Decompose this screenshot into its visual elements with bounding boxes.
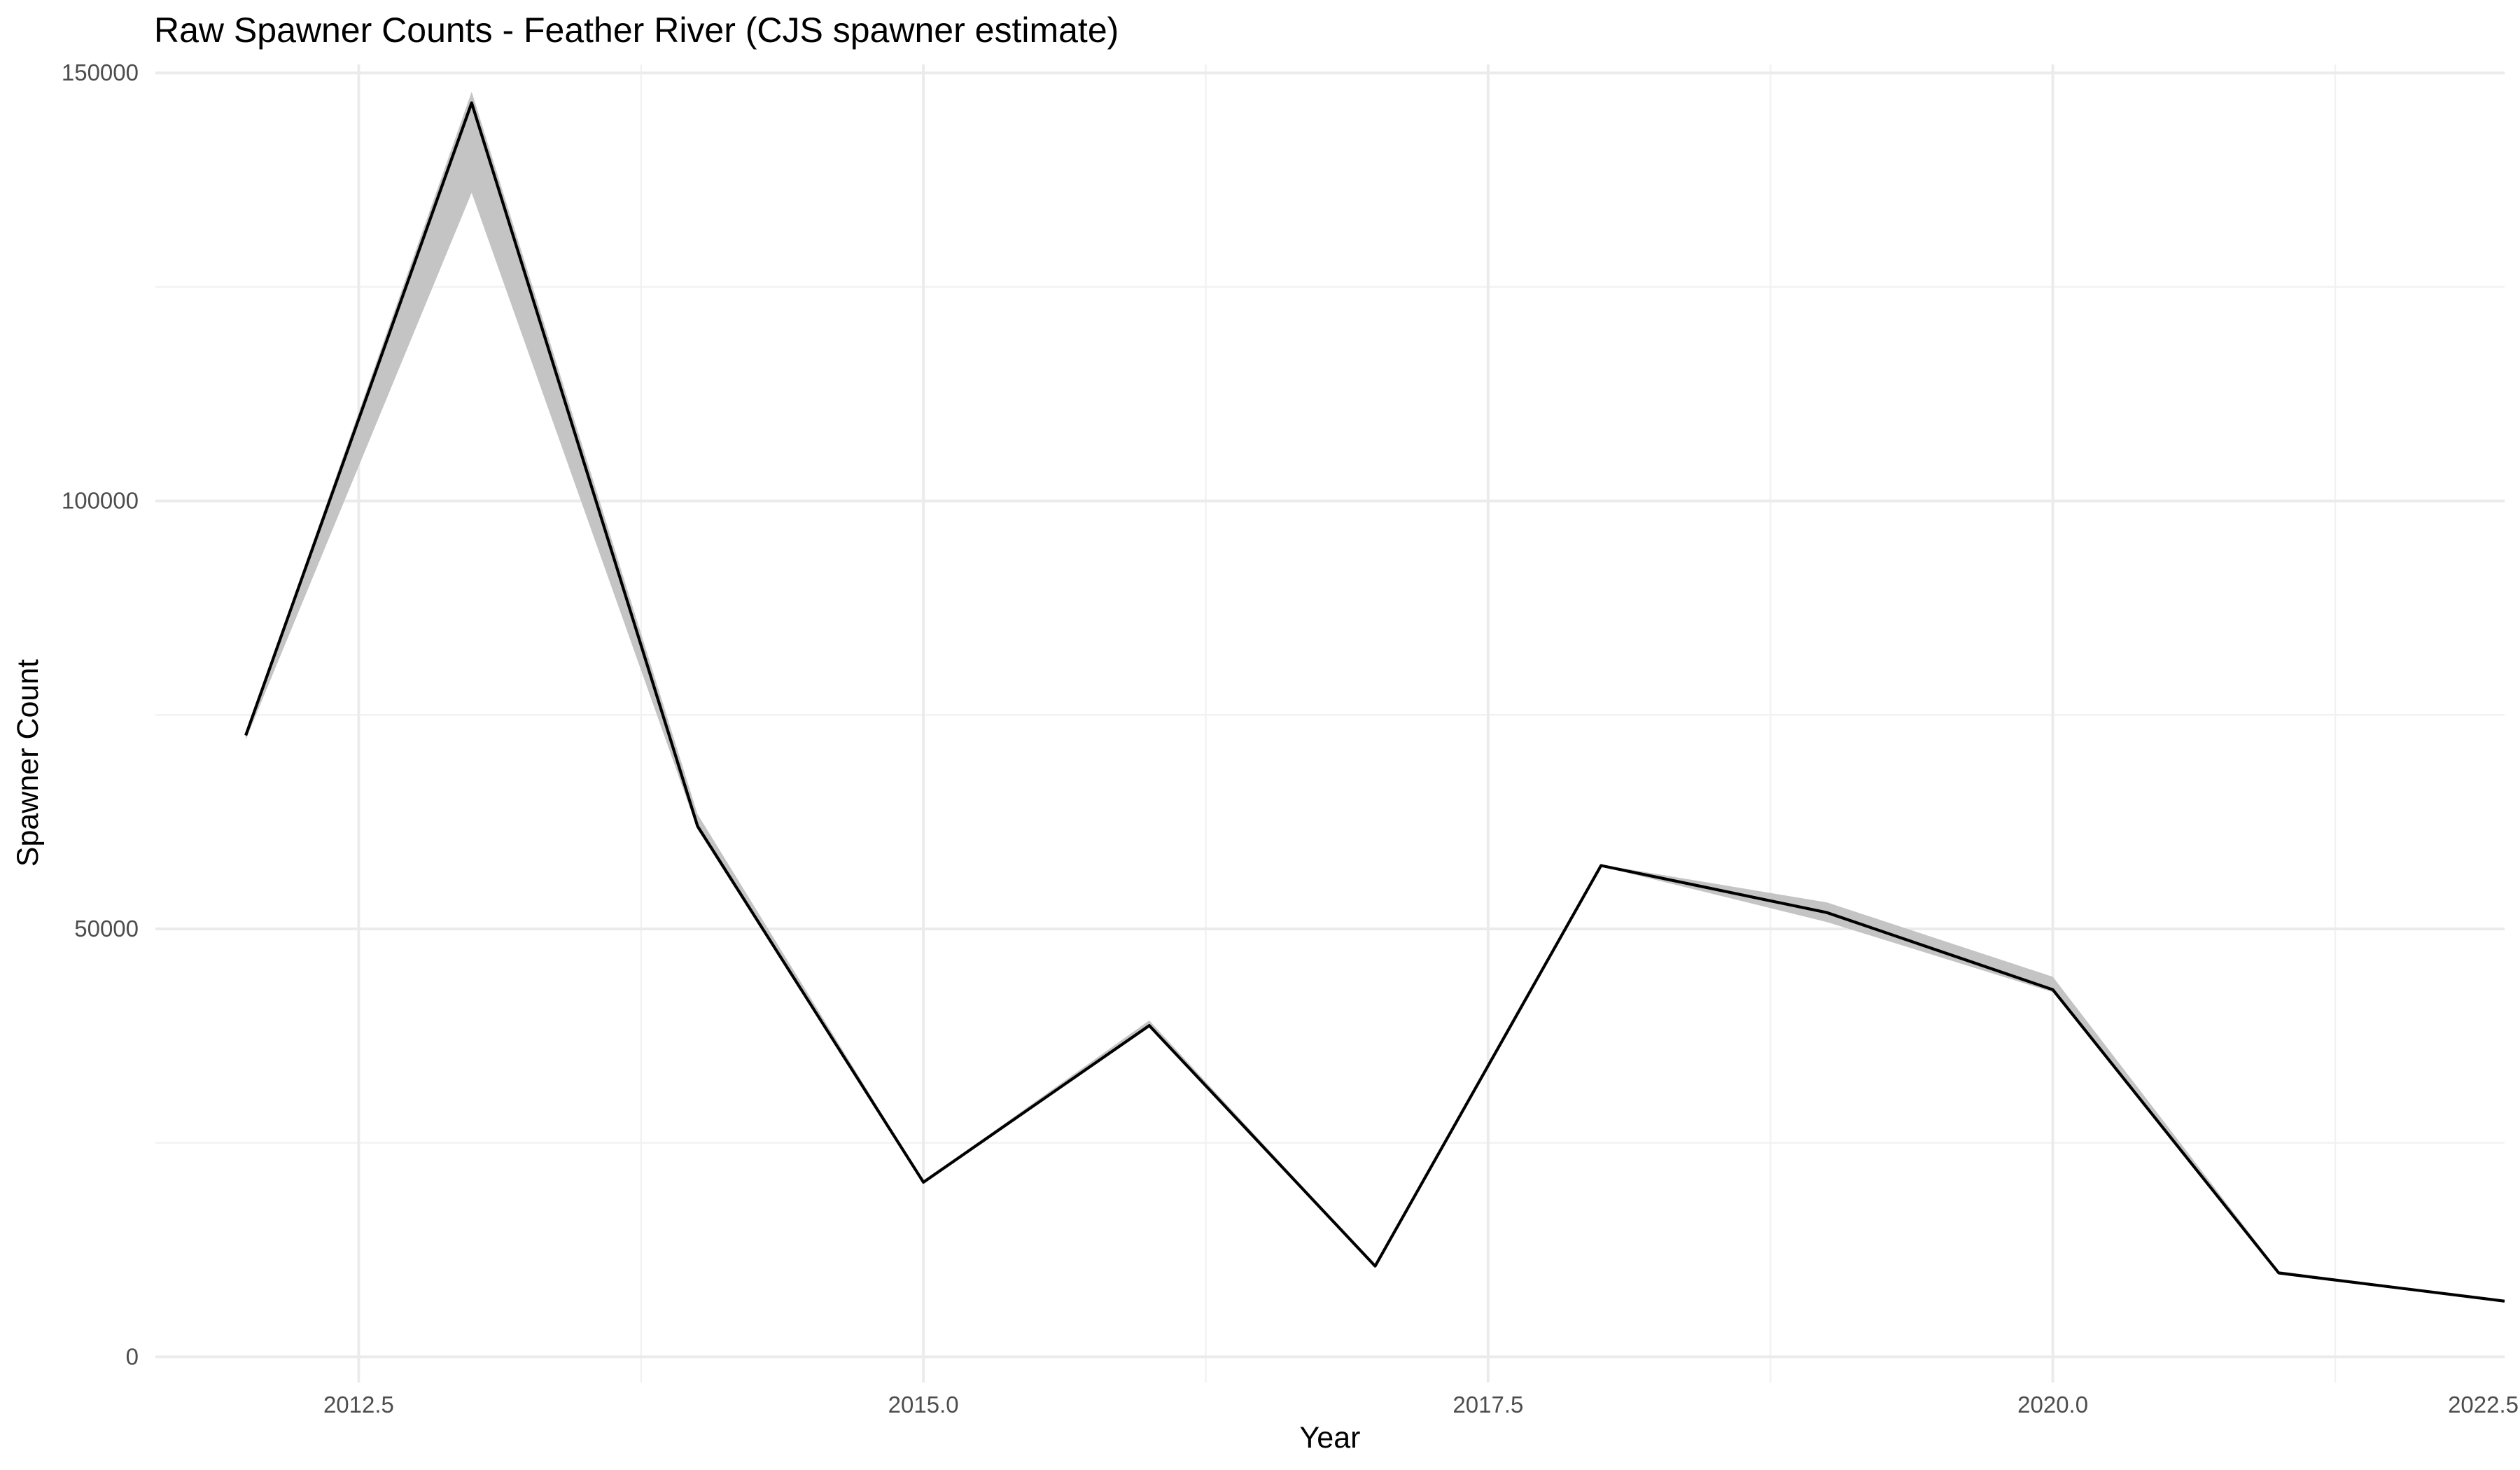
y-tick-label: 0 (126, 1343, 139, 1369)
series-line-layer (244, 101, 2505, 1303)
chart-title: Raw Spawner Counts - Feather River (CJS … (154, 10, 1119, 50)
x-tick-label: 2022.5 (2448, 1392, 2519, 1418)
x-tick-label: 2012.5 (323, 1392, 394, 1418)
y-tick-label: 50000 (74, 916, 139, 941)
series-line (244, 101, 2505, 1303)
y-tick-label: 100000 (62, 488, 139, 514)
x-tick-label: 2020.0 (2017, 1392, 2088, 1418)
x-axis-tick-labels: 2012.5 2015.0 2017.5 2020.0 2022.5 (323, 1392, 2519, 1418)
x-tick-label: 2017.5 (1452, 1392, 1523, 1418)
x-tick-label: 2015.0 (888, 1392, 959, 1418)
y-axis-tick-labels: 0 50000 100000 150000 (62, 59, 139, 1369)
y-tick-label: 150000 (62, 59, 139, 85)
minor-gridlines (155, 64, 2505, 1382)
confidence-ribbon (246, 92, 2505, 1303)
confidence-ribbon-layer (246, 92, 2505, 1303)
x-axis-title: Year (1300, 1421, 1361, 1455)
major-gridlines (155, 64, 2505, 1382)
y-axis-title: Spawner Count (11, 659, 45, 867)
